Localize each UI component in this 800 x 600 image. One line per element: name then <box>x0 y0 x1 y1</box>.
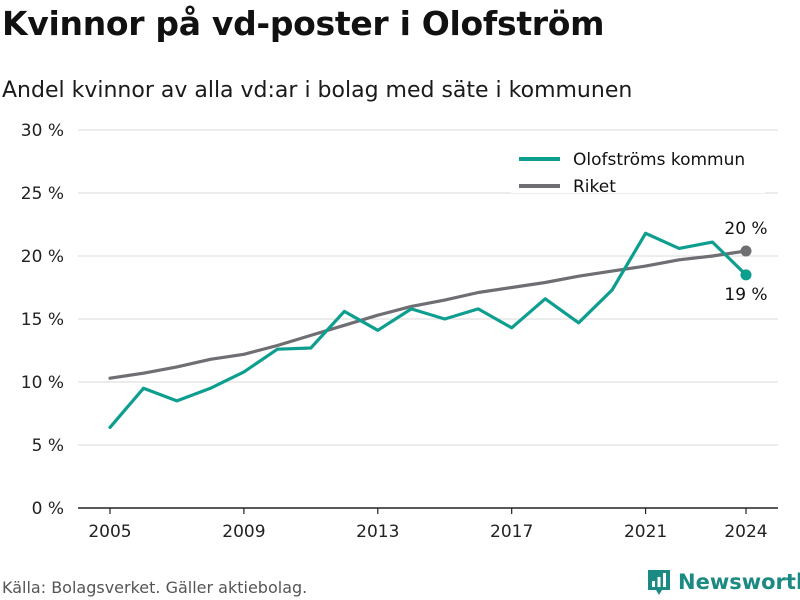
endpoint-markers <box>740 245 752 281</box>
x-tick-label: 2013 <box>356 522 399 542</box>
y-tick-label: 25 % <box>21 184 64 204</box>
x-axis-ticks: 2005 2009 2013 2017 2021 2024 <box>88 508 768 542</box>
chart-title: Kvinnor på vd-poster i Olofström <box>2 4 605 43</box>
legend-label-olofstrom: Olofströms kommun <box>573 150 745 170</box>
series-line-olofstrom <box>108 231 748 429</box>
y-tick-label: 20 % <box>21 247 64 267</box>
y-tick-label: 10 % <box>21 373 64 393</box>
x-tick-label: 2021 <box>624 522 667 542</box>
y-tick-label: 0 % <box>32 499 64 519</box>
brand-name: Newsworthy <box>678 570 800 594</box>
legend: Olofströms kommun Riket <box>511 147 765 197</box>
y-tick-label: 15 % <box>21 310 64 330</box>
y-tick-label: 5 % <box>32 436 64 456</box>
end-label-riket: 20 % <box>724 219 767 239</box>
y-tick-label: 30 % <box>21 121 64 141</box>
legend-label-riket: Riket <box>573 177 616 197</box>
source-note: Källa: Bolagsverket. Gäller aktiebolag. <box>2 578 308 597</box>
endpoint-marker-riket <box>740 245 752 257</box>
brand-logo: Newsworthy <box>646 568 800 596</box>
series-lines <box>108 231 748 429</box>
series-line-riket <box>108 249 748 380</box>
gridlines <box>78 129 778 509</box>
x-tick-label: 2009 <box>222 522 265 542</box>
endpoint-marker-olofstrom <box>740 269 752 281</box>
end-label-olofstrom: 19 % <box>724 285 767 305</box>
chart-subtitle: Andel kvinnor av alla vd:ar i bolag med … <box>2 78 633 103</box>
x-tick-label: 2005 <box>88 522 131 542</box>
newsworthy-logo-icon <box>648 570 670 595</box>
x-tick-label: 2024 <box>724 522 767 542</box>
x-tick-label: 2017 <box>490 522 533 542</box>
y-axis-ticks: 0 % 5 % 10 % 15 % 20 % 25 % 30 % <box>21 121 64 519</box>
